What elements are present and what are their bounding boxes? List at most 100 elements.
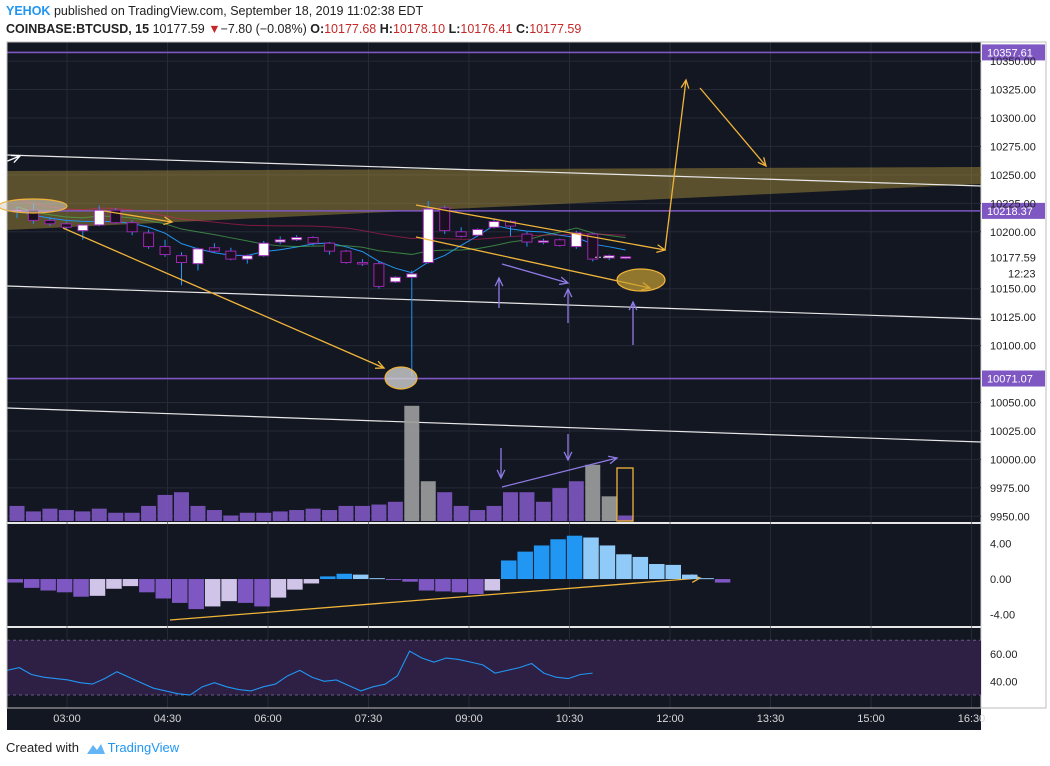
volume-bar <box>585 464 601 521</box>
time-tick: 15:00 <box>857 713 885 725</box>
macd-bar <box>550 539 566 580</box>
created-with-text: Created with <box>6 740 79 755</box>
publisher-name[interactable]: YEHOK <box>6 4 51 18</box>
candle <box>603 255 615 259</box>
volume-bar <box>601 496 617 521</box>
macd-divergence-arrow <box>169 577 701 621</box>
price-tick: 10225.00 <box>990 198 1036 210</box>
level-label-bg <box>982 44 1045 61</box>
macd-bar <box>139 579 155 593</box>
candle <box>422 208 434 264</box>
candle <box>620 256 632 259</box>
highlight-ellipse-target <box>616 268 666 292</box>
price-tick: 10025.00 <box>990 426 1036 438</box>
open-label: O: <box>310 22 325 36</box>
purple-arrow-volume-2-head <box>563 451 573 462</box>
time-tick: 13:30 <box>757 713 785 725</box>
macd-bar <box>122 579 139 587</box>
symbol-label: COINBASE:BTCUSD, 15 <box>6 22 150 36</box>
level-label: 10071.07 <box>987 374 1033 386</box>
level-label: 10218.37 <box>987 206 1033 218</box>
volume-bar <box>206 510 222 521</box>
arrow-small-left-head <box>163 216 174 226</box>
volume-bar <box>25 511 41 521</box>
candle <box>455 231 467 237</box>
macd-bar <box>89 579 106 596</box>
volume-bar <box>289 510 305 521</box>
purple-arrow-right <box>501 263 569 284</box>
grid-lines <box>7 42 981 708</box>
candle <box>373 263 385 287</box>
candle <box>291 236 303 241</box>
macd-bar <box>385 579 402 581</box>
macd-bar <box>435 579 451 592</box>
candle <box>587 233 599 260</box>
purple-arrow-right-head <box>559 276 570 286</box>
open-value: 10177.68 <box>324 22 377 36</box>
macd-bar <box>599 545 616 580</box>
arrow-small-left <box>103 210 173 223</box>
macd-tick: -4.00 <box>990 609 1015 621</box>
trading-chart[interactable]: 10357.61 10218.37 10071.07 10350.00 10325.00… <box>0 0 1050 740</box>
candle <box>324 242 336 252</box>
candle <box>340 250 352 264</box>
macd-bar <box>665 564 681 580</box>
high-value: 10178.10 <box>392 22 446 36</box>
macd-bar <box>418 579 435 591</box>
volume-bar <box>108 512 124 521</box>
volume-bar <box>141 505 157 521</box>
macd-bar <box>7 579 23 583</box>
arrow-down-channel <box>415 204 666 251</box>
volume-bar <box>223 515 239 521</box>
macd-bar <box>402 579 418 582</box>
macd-bar <box>451 579 468 593</box>
candle <box>208 247 220 252</box>
price-tick: 10275.00 <box>990 141 1036 153</box>
macd-bar <box>468 579 484 595</box>
down-arrow-icon: ▼ <box>208 22 221 36</box>
macd-bar <box>106 579 122 589</box>
volume-bar <box>75 511 91 521</box>
price-tick: 10350.00 <box>990 56 1036 68</box>
low-value: 10176.41 <box>460 22 513 36</box>
macd-bar <box>533 545 550 580</box>
arrow-down-to-low <box>62 227 385 369</box>
last-price: 10177.59 <box>152 22 205 36</box>
volume-bar <box>58 510 74 521</box>
volume-bar <box>272 511 288 521</box>
highlight-ellipse-left <box>0 198 68 214</box>
volume-bar <box>9 505 25 521</box>
volume-bar <box>190 505 206 521</box>
volume-bar <box>387 501 403 521</box>
macd-tick: 0.00 <box>990 574 1011 586</box>
candle <box>356 262 368 265</box>
macd-bar <box>583 537 599 580</box>
price-change: −7.80 (−0.08%) <box>220 22 307 36</box>
macd-bar <box>566 535 583 580</box>
volume-bar <box>322 510 338 521</box>
volume-bar <box>404 405 420 521</box>
level-label: 10357.61 <box>987 47 1033 59</box>
purple-arrow-up-1-head <box>494 276 504 287</box>
price-tick: 10200.00 <box>990 227 1036 239</box>
volume-bar <box>371 504 387 521</box>
tradingview-brand[interactable]: TradingView <box>107 740 180 755</box>
time-tick: 04:30 <box>154 713 182 725</box>
macd-tick: 4.00 <box>990 539 1011 551</box>
symbol-header: COINBASE:BTCUSD, 15 10177.59 ▼−7.80 (−0.… <box>6 22 581 36</box>
arrow-lower-channel <box>415 236 651 289</box>
purple-arrow-volume-trend-head <box>608 455 619 465</box>
candle <box>389 276 401 283</box>
macd-bar <box>204 579 221 607</box>
macd-bar <box>73 579 89 597</box>
candle <box>44 219 56 225</box>
publish-header: YEHOK published on TradingView.com, Sept… <box>6 4 423 18</box>
arrow-left-edge-head <box>10 154 22 164</box>
price-tick: 10325.00 <box>990 85 1036 97</box>
arrow-breakout-up <box>664 79 687 251</box>
volume-bar <box>239 512 255 521</box>
macd-pane <box>7 524 981 626</box>
macd-bar <box>501 560 517 580</box>
volume-bar <box>174 492 189 521</box>
time-tick: 16:30 <box>958 713 986 725</box>
